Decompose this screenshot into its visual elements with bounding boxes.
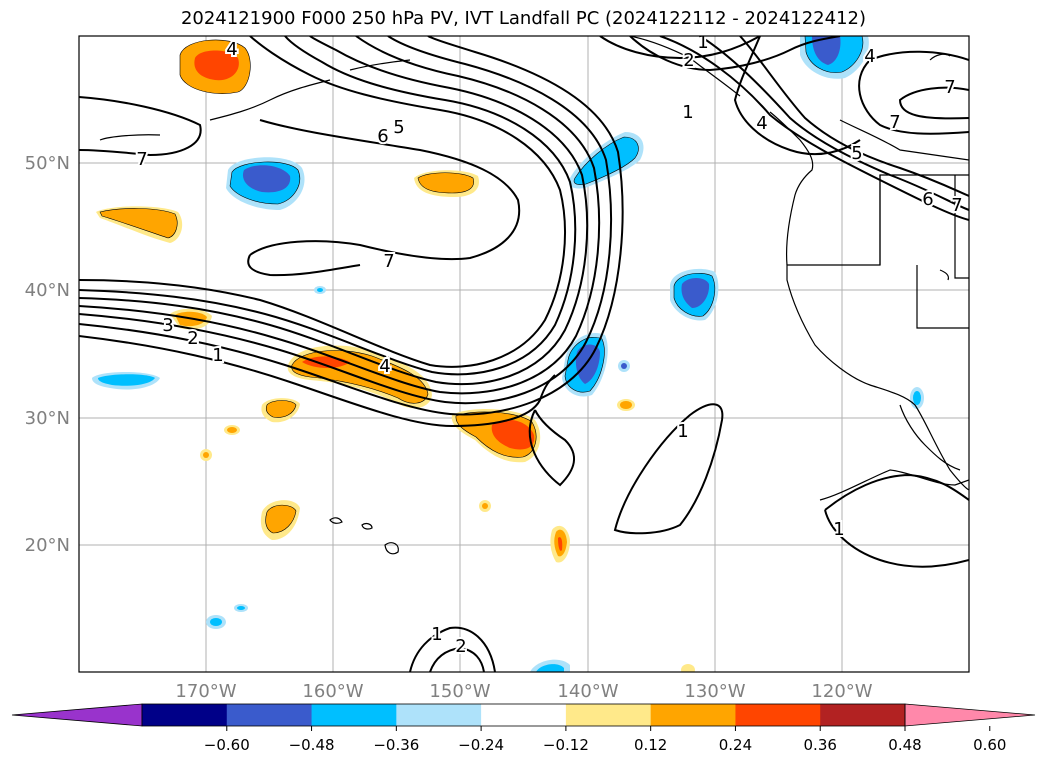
positive-anomaly-blob	[179, 39, 251, 94]
axis-tick-labels: 170°W 160°W 150°W 140°W 130°W 120°W 50°N…	[25, 153, 873, 702]
colorbar-segment	[735, 704, 821, 726]
colorbar-tick-label: −0.48	[289, 736, 335, 754]
contour-label: 6	[377, 126, 388, 147]
contour-label: 1	[677, 421, 688, 442]
colorbar-segment	[481, 704, 567, 726]
contour-label: 3	[162, 315, 173, 336]
negative-anomaly-blob	[800, 36, 869, 79]
contour-label: 2	[187, 328, 198, 349]
colorbar-tick-label: −0.36	[373, 736, 419, 754]
colorbar-tick-label: −0.12	[543, 736, 589, 754]
colorbar-tick-label: 0.24	[719, 736, 752, 754]
negative-anomaly-blob	[206, 286, 924, 672]
lon-tick-label: 150°W	[429, 681, 490, 702]
contour-label: 5	[393, 117, 404, 138]
positive-anomaly-blob	[550, 525, 570, 563]
contour-label: 1	[212, 345, 223, 366]
contour-label: 4	[864, 46, 875, 67]
colorbar-tick-label: 0.36	[804, 736, 837, 754]
lon-tick-label: 120°W	[811, 681, 872, 702]
pv-contours	[79, 36, 969, 672]
colorbar-frame	[141, 703, 906, 727]
contour-label: 7	[944, 77, 955, 98]
negative-anomaly-blob	[226, 157, 305, 210]
colorbar-segment	[226, 704, 313, 726]
colorbar-tick-label: −0.24	[458, 736, 504, 754]
lat-tick-label: 50°N	[25, 153, 70, 174]
coastlines	[99, 36, 969, 555]
positive-anomaly-blob	[261, 398, 300, 423]
positive-anomaly-blob	[260, 500, 300, 540]
contour-label: 4	[226, 39, 237, 60]
colorbar-extend-high	[904, 703, 1036, 727]
contour-label: 1	[431, 624, 442, 645]
contour-label: 4	[379, 356, 390, 377]
colorbar-tick-label: 0.48	[888, 736, 921, 754]
colorbar-extend-low	[11, 703, 143, 727]
positive-anomaly-blob	[200, 399, 695, 672]
contour-label: 1	[682, 102, 693, 123]
negative-anomaly-blob	[92, 372, 160, 390]
lat-tick-label: 40°N	[25, 280, 70, 301]
colorbar-tick-label: 0.60	[973, 736, 1006, 754]
colorbar-segment	[311, 704, 397, 726]
contour-label: 5	[851, 143, 862, 164]
colorbar-tick-label: 0.12	[634, 736, 667, 754]
colorbar-segment	[565, 704, 652, 726]
colorbar: −0.60 −0.48 −0.36 −0.24 −0.12 0.12 0.24 0.36 0.4…	[11, 703, 1036, 754]
lat-tick-label: 20°N	[25, 535, 70, 556]
contour-label: 7	[889, 112, 900, 133]
contour-label: 4	[756, 113, 767, 134]
contour-label: 5	[974, 64, 985, 85]
positive-anomaly-blob	[96, 206, 183, 243]
lon-tick-label: 140°W	[557, 681, 618, 702]
colorbar-segment	[820, 704, 906, 726]
positive-anomaly-blob	[451, 408, 541, 463]
contour-label: 1	[697, 32, 708, 53]
contour-label: 7	[136, 149, 147, 170]
lon-tick-label: 170°W	[175, 681, 236, 702]
negative-anomaly-blob	[670, 268, 719, 321]
colorbar-segment	[396, 704, 482, 726]
colorbar-segment	[650, 704, 736, 726]
contour-label: 6	[922, 189, 933, 210]
contour-label: 1	[833, 519, 844, 540]
positive-anomaly-blob	[414, 170, 480, 197]
lon-tick-label: 160°W	[302, 681, 363, 702]
lat-tick-label: 30°N	[25, 408, 70, 429]
lon-tick-label: 130°W	[684, 681, 745, 702]
contour-label: 2	[455, 636, 466, 657]
contour-label: 7	[383, 251, 394, 272]
map-frame	[78, 35, 970, 673]
map-title: 2024121900 F000 250 hPa PV, IVT Landfall…	[180, 8, 867, 29]
contour-label: 2	[683, 50, 694, 71]
colorbar-tick-label: −0.60	[204, 736, 250, 754]
contour-label: 7	[951, 195, 962, 216]
colorbar-segment	[142, 704, 228, 726]
